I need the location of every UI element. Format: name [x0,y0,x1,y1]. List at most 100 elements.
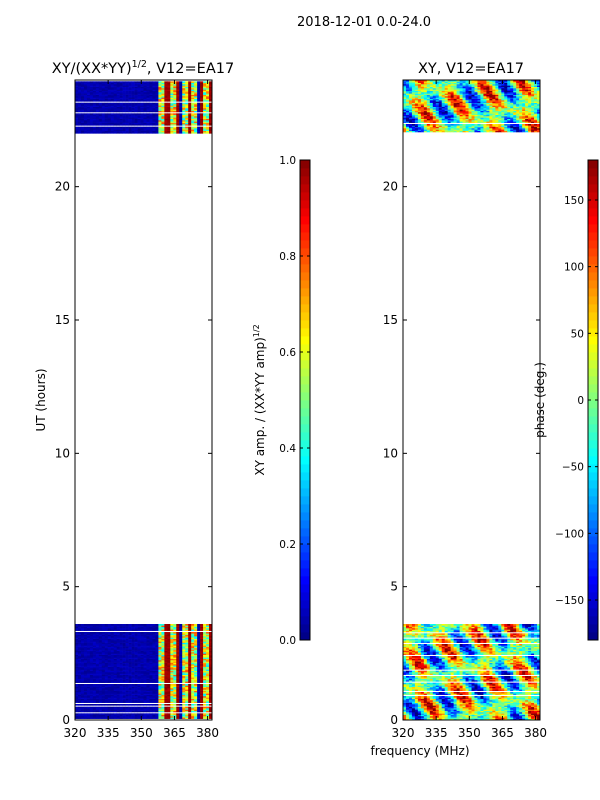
p0-heatmap-cell [77,82,82,85]
p0-heatmap-cell [80,697,85,699]
p0-heatmap-cell [197,114,201,117]
p0-heatmap-cell [122,82,126,85]
p0-heatmap-cell [194,625,198,627]
p0-heatmap-cell [209,632,213,634]
p0-heatmap-cell [98,654,103,657]
p0-heatmap-cell [80,624,85,626]
p0-heatmap-cell [116,625,120,627]
p0-heatmap-cell [77,673,82,675]
p0-heatmap-cell [197,85,201,87]
p0-heatmap-cell [191,681,195,683]
p0-heatmap-cell [128,632,132,634]
p0-heatmap-cell [89,97,94,99]
p0-heatmap-cell [170,94,174,97]
p0-heatmap-cell [158,698,162,701]
p0-heatmap-cell [77,126,82,129]
p0-heatmap-cell [113,102,117,105]
p0-heatmap-cell [197,640,201,642]
p0-heatmap-cell [197,116,201,118]
p0-heatmap-cell [161,704,165,706]
p0-heatmap-cell [170,644,174,646]
p0-heatmap-cell [206,109,210,111]
p0-heatmap-cell [197,717,201,719]
p0-heatmap-cell [176,625,180,627]
p0-heatmap-cell [185,118,189,121]
p0-heatmap-cell [170,706,174,709]
p0-heatmap-cell [122,120,126,122]
p0-heatmap-cell [158,629,162,631]
p0-heatmap-cell [197,709,201,711]
p0-heatmap-cell [92,128,97,130]
p0-heatmap-cell [134,704,138,706]
p0-heatmap-cell [101,637,106,639]
p0-heatmap-cell [161,102,165,105]
p0-heatmap-cell [167,628,171,630]
p0-heatmap-cell [89,129,94,131]
p0-heatmap-cell [86,709,91,711]
p1-heatmap-cell [444,717,448,719]
p0-heatmap-cell [167,85,171,87]
p0-heatmap-cell [167,713,171,715]
p0-heatmap-cell [125,706,129,709]
p0-heatmap-cell [86,660,91,662]
p0-heatmap-cell [98,628,103,630]
p0-heatmap-cell [206,652,210,654]
p0-heatmap-cell [101,706,106,709]
p0-heatmap-cell [167,717,171,719]
p0-heatmap-cell [128,661,132,663]
p0-heatmap-cell [137,717,141,719]
p0-heatmap-cell [191,716,195,718]
p0-heatmap-cell [197,84,201,86]
p0-heatmap-cell [137,102,141,105]
p0-heatmap-cell [98,708,103,710]
p0-heatmap-cell [140,84,144,86]
p0-heatmap-cell [188,129,192,131]
p0-heatmap-cell [143,716,147,718]
p0-heatmap-cell [143,680,147,682]
p0-heatmap-cell [125,634,129,637]
p0-heatmap-cell [107,96,112,98]
p0-heatmap-cell [176,117,180,119]
p0-heatmap-cell [185,126,189,129]
p0-heatmap-cell [167,110,171,113]
p0-heatmap-cell [125,116,129,118]
p0-heatmap-cell [188,629,192,631]
p0-heatmap-cell [92,681,97,683]
p0-heatmap-cell [110,102,115,105]
p0-heatmap-cell [206,86,210,89]
p0-heatmap-cell [197,648,201,650]
p0-heatmap-cell [146,689,150,691]
p0-heatmap-cell [209,624,213,626]
p0-heatmap-cell [83,81,88,83]
p0-heatmap-cell [116,86,120,89]
p0-heatmap-cell [83,654,88,657]
p0-heatmap-cell [110,85,115,87]
p0-heatmap-cell [167,97,171,99]
p0-heatmap-cell [164,669,168,671]
p0-heatmap-cell [137,662,141,665]
p0-heatmap-cell [170,678,174,681]
p0-heatmap-cell [188,690,192,693]
p0-heatmap-cell [80,106,85,109]
p0-heatmap-cell [173,132,177,134]
p0-heatmap-cell [158,694,162,697]
p0-heatmap-cell [152,710,156,713]
p0-heatmap-cell [179,689,183,691]
p0-heatmap-cell [80,657,85,659]
amplitude-colorbar-label: XY amp. / (XX*YY amp)1/2 [252,324,267,475]
p0-heatmap-cell [209,645,213,647]
p0-heatmap-cell [83,124,88,126]
p0-heatmap-cell [206,669,210,671]
p0-heatmap-cell [209,713,213,715]
p0-heatmap-cell [104,122,109,125]
p0-heatmap-cell [128,657,132,659]
p0-heatmap-cell [152,708,156,710]
p0-heatmap-cell [203,629,207,631]
p0-heatmap-cell [182,128,186,130]
p0-heatmap-cell [128,686,132,689]
p0-heatmap-cell [125,626,129,629]
p0-heatmap-cell [146,126,150,129]
p0-heatmap-cell [107,104,112,106]
p0-heatmap-cell [140,641,144,643]
p0-heatmap-cell [119,633,123,635]
